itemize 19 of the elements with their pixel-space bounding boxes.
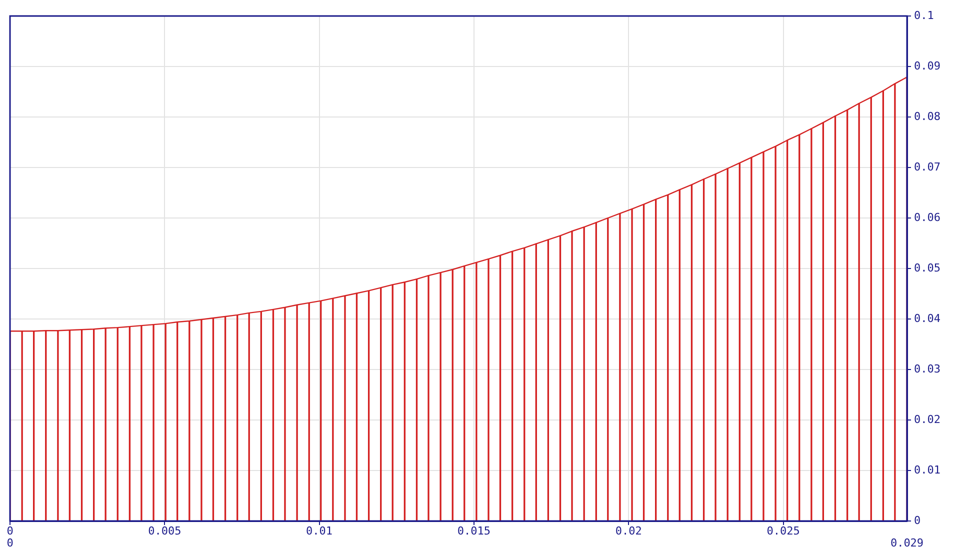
y-tick-label: 0.1 <box>914 8 934 22</box>
y-tick-label: 0.02 <box>914 412 940 426</box>
y-tick-label: 0.06 <box>914 210 940 224</box>
x-tick-label: 0.015 <box>457 524 491 538</box>
x-tick-label: 0.01 <box>306 524 333 538</box>
y-tick-label: 0.09 <box>914 59 940 72</box>
text: 0.029 <box>890 536 924 550</box>
y-tick-label: 0.05 <box>914 261 940 274</box>
x-tick-label: 0.005 <box>148 524 182 538</box>
y-tick-label: 0.08 <box>914 110 940 123</box>
text: 0 <box>6 536 14 550</box>
y-tick-label: 0.01 <box>914 463 940 476</box>
x-tick-label: 0.025 <box>766 524 800 538</box>
x-tick-label: 0 <box>6 524 14 538</box>
y-tick-label: 0 <box>914 514 921 527</box>
y-tick-label: 0.07 <box>914 160 940 174</box>
x-tick-label: 0.02 <box>615 524 642 538</box>
y-tick-label: 0.04 <box>914 312 941 325</box>
y-tick-label: 0.03 <box>914 362 940 376</box>
